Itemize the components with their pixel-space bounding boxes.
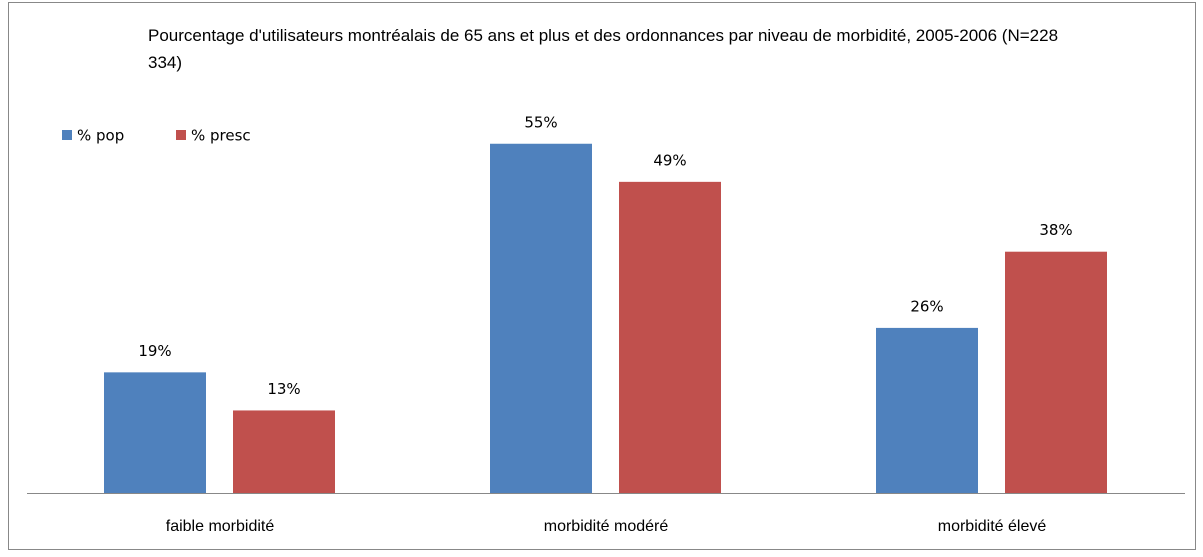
x-tick-label: faible morbidité (166, 518, 275, 535)
data-label: 55% (524, 113, 557, 131)
data-label: 19% (138, 342, 171, 360)
legend-label: % pop (77, 127, 124, 145)
chart-title: Pourcentage d'utilisateurs montréalais d… (148, 26, 1059, 72)
x-tick-label: morbidité modéré (544, 518, 669, 535)
legend-swatch (176, 130, 186, 140)
legend-label: % presc (191, 127, 251, 145)
data-label: 49% (653, 151, 686, 169)
bar (233, 410, 335, 493)
data-label: 13% (267, 380, 300, 398)
bar (490, 143, 592, 493)
bar (876, 327, 978, 493)
data-label: 38% (1039, 221, 1072, 239)
data-label: 26% (910, 297, 943, 315)
legend-swatch (62, 130, 72, 140)
bar (619, 181, 721, 493)
bar (1005, 251, 1107, 493)
bar (104, 372, 206, 493)
x-tick-label: morbidité élevé (938, 518, 1047, 535)
chart-border (8, 2, 1196, 550)
